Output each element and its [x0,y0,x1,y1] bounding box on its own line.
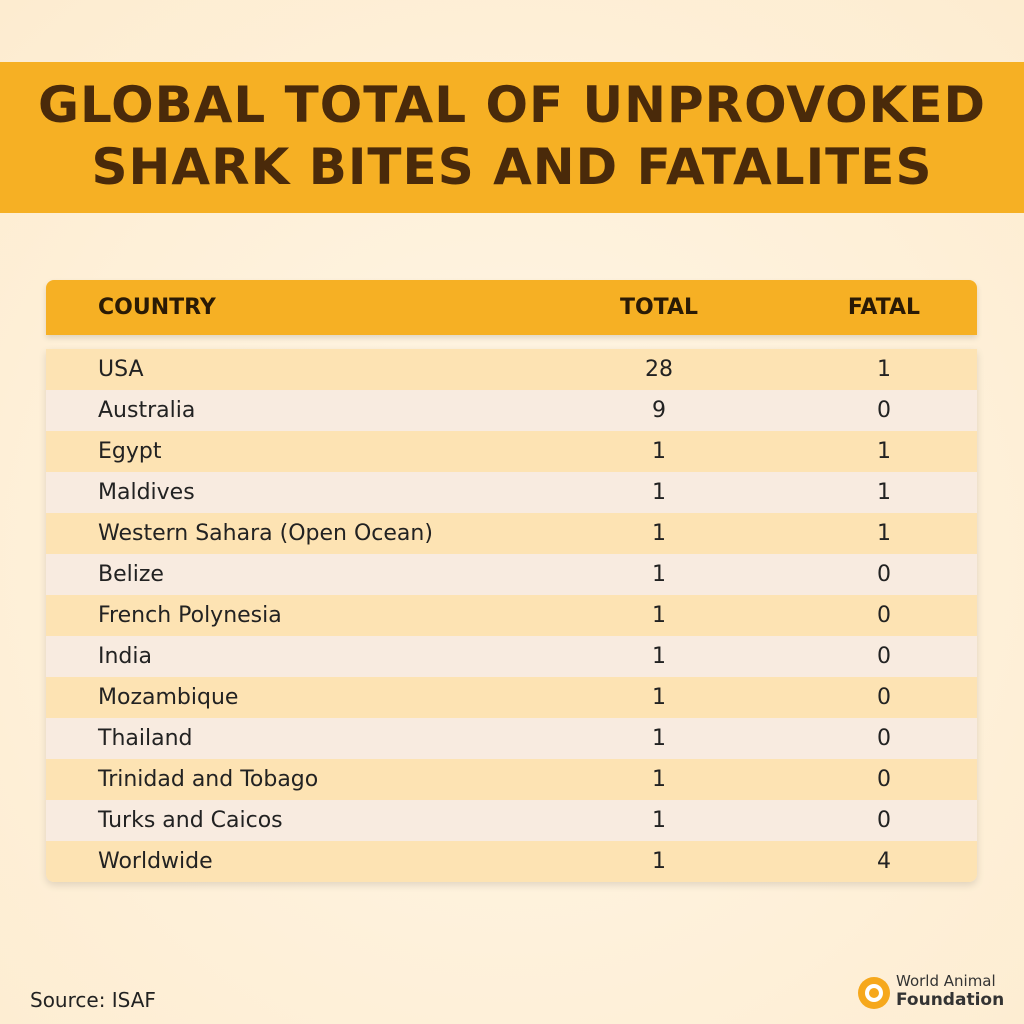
table-row: Maldives 1 1 [46,472,977,513]
column-header: TOTAL [619,295,699,320]
total-cell: 1 [652,521,666,546]
total-cell: 1 [652,603,666,628]
total-cell: 1 [652,767,666,792]
table-row: USA 28 1 [46,349,977,390]
total-cell: 1 [652,808,666,833]
fatal-cell: 1 [877,521,891,546]
country-cell: Belize [98,562,164,587]
total-cell: 1 [652,480,666,505]
fatal-cell: 0 [877,726,891,751]
fatal-cell: 1 [877,357,891,382]
fatal-cell: 0 [877,398,891,423]
table-row: Egypt 1 1 [46,431,977,472]
fatal-cell: 0 [877,603,891,628]
fatal-cell: 1 [877,480,891,505]
table-row: French Polynesia 1 0 [46,595,977,636]
country-cell: Worldwide [98,849,213,874]
source: Source: ISAF [30,988,156,1012]
fatal-cell: 1 [877,439,891,464]
logo-text: World Animal [896,972,996,990]
fatal-cell: 0 [877,767,891,792]
country-cell: Maldives [98,480,195,505]
total-cell: 1 [652,439,666,464]
logo-text: Foundation [896,990,1005,1010]
fatal-cell: 0 [877,644,891,669]
country-cell: Thailand [98,726,193,751]
fatal-cell: 0 [877,562,891,587]
table-row: Belize 1 0 [46,554,977,595]
title-line: GLOBAL TOTAL OF UNPROVOKED [37,76,987,134]
column-header: COUNTRY [98,295,216,320]
table-row: India 1 0 [46,636,977,677]
fatal-cell: 4 [877,849,891,874]
country-cell: French Polynesia [98,603,282,628]
total-cell: 1 [652,644,666,669]
table-header: COUNTRY TOTAL FATAL [46,280,977,335]
logo: World Animal Foundation [856,970,1016,1012]
total-cell: 1 [652,849,666,874]
total-cell: 1 [652,562,666,587]
title-band: GLOBAL TOTAL OF UNPROVOKED SHARK BITES A… [0,62,1024,213]
title-line: SHARK BITES AND FATALITES [91,138,933,196]
table-row: Thailand 1 0 [46,718,977,759]
table-row: Worldwide 1 4 [46,841,977,882]
total-cell: 1 [652,685,666,710]
country-cell: Egypt [98,439,162,464]
table-row: Trinidad and Tobago 1 0 [46,759,977,800]
country-cell: USA [98,357,144,382]
fatal-cell: 0 [877,685,891,710]
total-cell: 1 [652,726,666,751]
country-cell: Turks and Caicos [98,808,283,833]
column-header: FATAL [847,295,921,320]
country-cell: Mozambique [98,685,239,710]
fatal-cell: 0 [877,808,891,833]
country-cell: Australia [98,398,196,423]
table-row: Turks and Caicos 1 0 [46,800,977,841]
country-cell: Western Sahara (Open Ocean) [98,521,433,546]
country-cell: Trinidad and Tobago [98,767,319,792]
total-cell: 28 [645,357,673,382]
table-row: Mozambique 1 0 [46,677,977,718]
total-cell: 9 [652,398,666,423]
logo-icon [858,977,890,1009]
table-body: USA 28 1 Australia 9 0 Egypt 1 1 Maldives 1 1 Wester… [46,349,977,882]
table-row: Australia 9 0 [46,390,977,431]
country-cell: India [98,644,152,669]
table-row: Western Sahara (Open Ocean) 1 1 [46,513,977,554]
